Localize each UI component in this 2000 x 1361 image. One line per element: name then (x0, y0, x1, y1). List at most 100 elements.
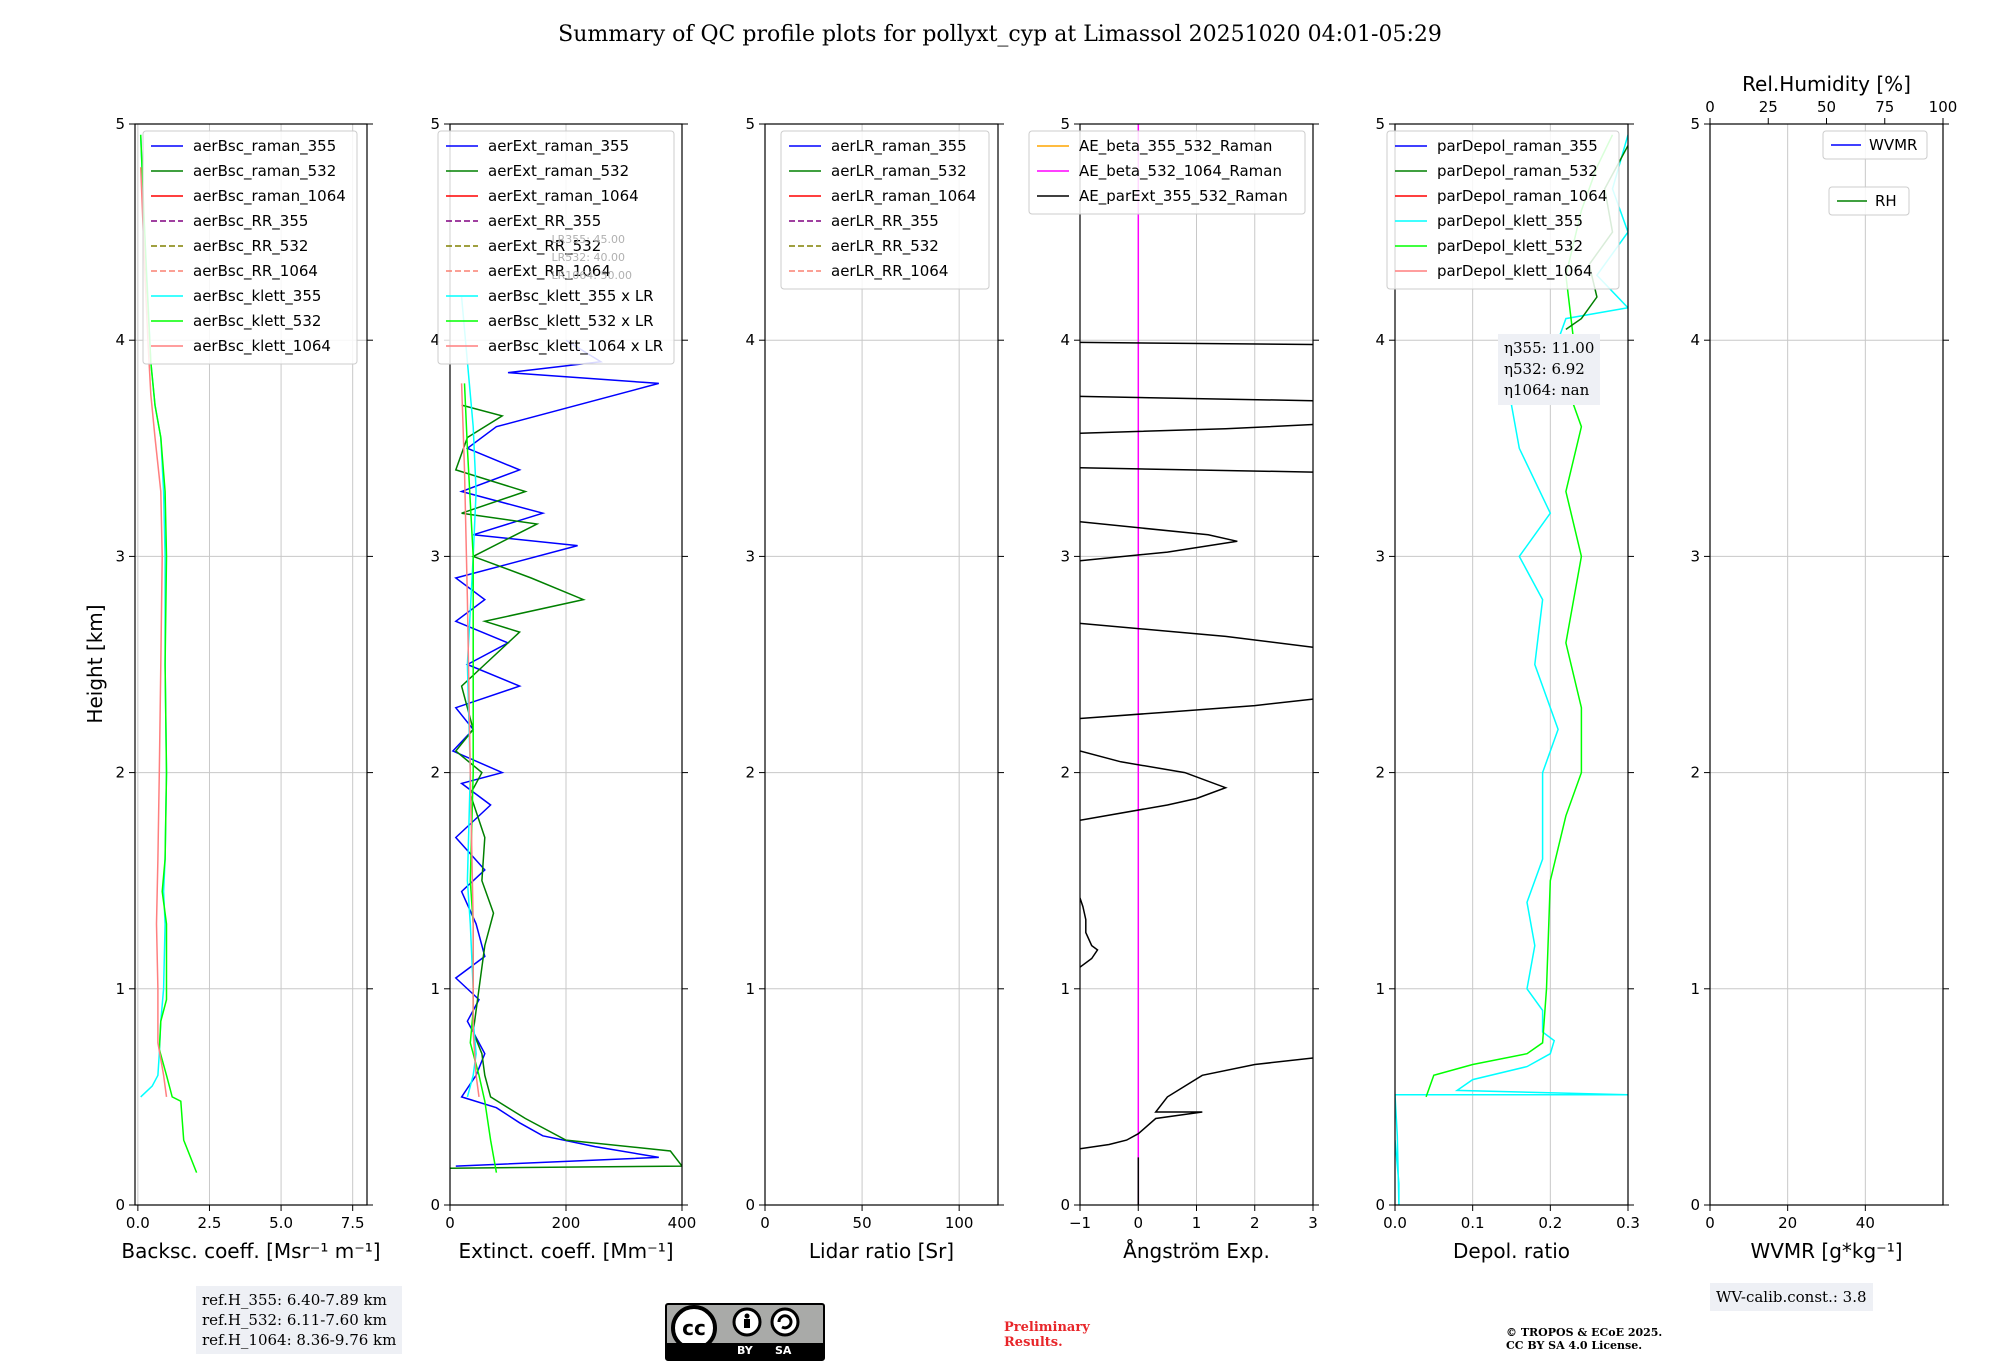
eta-box: η355: 11.00 η532: 6.92 η1064: nan (1498, 334, 1601, 405)
y-tick-label: 0 (1060, 1196, 1070, 1214)
preliminary-note: Preliminary Results. (1004, 1320, 1090, 1350)
axes-frame (134, 123, 368, 1206)
x-tick-label: 0 (1705, 1214, 1715, 1232)
series-aerExt_raman_532 (450, 404, 682, 1169)
eta-1064: η1064: nan (1504, 381, 1590, 399)
y-tick-label: 4 (430, 331, 440, 349)
y-tick-label: 4 (1375, 331, 1385, 349)
series-AE_parExt_355_532_Raman (1080, 1057, 1313, 1150)
y-tick-label: 4 (1060, 331, 1070, 349)
ref-height-532: ref.H_532: 6.11-7.60 km (202, 1311, 387, 1329)
legend-entry: aerLR_raman_355 (831, 137, 967, 156)
top-x-tick-label: 75 (1875, 98, 1894, 116)
legend-box (437, 130, 675, 365)
legend-entry: aerBsc_klett_1064 x LR (488, 337, 663, 356)
x-tick-label: 0 (1133, 1214, 1143, 1232)
y-tick-label: 3 (1060, 547, 1070, 565)
x-tick-label: 0 (445, 1214, 455, 1232)
y-tick-label: 3 (1375, 547, 1385, 565)
series-AE_parExt_355_532_Raman (1080, 622, 1313, 648)
y-tick-label: 1 (115, 980, 125, 998)
x-tick-label: 0 (760, 1214, 770, 1232)
legend-entry: aerExt_raman_532 (488, 162, 629, 181)
ref-height-box: ref.H_355: 6.40-7.89 km ref.H_532: 6.11-… (196, 1286, 403, 1354)
legend-entry: aerBsc_klett_355 (193, 287, 321, 306)
series-aerBsc_klett_1064 x LR (460, 383, 480, 1097)
legend-entry: aerExt_raman_1064 (488, 187, 639, 206)
x-tick-label: 0.2 (1538, 1214, 1562, 1232)
x-tick-label: 1 (1192, 1214, 1202, 1232)
series-aerBsc_klett_355 x LR (460, 296, 477, 1098)
legend-entry: aerBsc_klett_355 x LR (488, 287, 654, 306)
legend-entry: AE_beta_532_1064_Raman (1079, 162, 1282, 181)
legend-entry: aerBsc_RR_355 (193, 212, 308, 231)
x-axis-label: Lidar ratio [Sr] (809, 1239, 954, 1263)
panel-bsc: 0.0 2.5 5.0 7.5 0 1 2 3 4 5 Backsc. coeff. [Msr⁻¹ … (115, 115, 380, 1263)
legend-box (1822, 130, 1928, 160)
series-aerBsc_klett_532 (139, 134, 198, 1173)
panel-lr: 0 50 100 0 1 2 3 4 5 Lidar ratio [Sr] aerLR_raman_… (745, 115, 1004, 1263)
legend-entry: RH (1875, 192, 1897, 210)
y-tick-label: 1 (1690, 980, 1700, 998)
x-axis-label: Depol. ratio (1453, 1239, 1570, 1263)
series-group (1080, 124, 1313, 1205)
copyright-note: © TROPOS & ECoE 2025. CC BY SA 4.0 Licen… (1506, 1326, 1662, 1352)
lr-annotation: LR1064: 50.00 (552, 269, 632, 282)
y-tick-label: 5 (745, 115, 755, 133)
legend-entry: AE_beta_355_532_Raman (1079, 137, 1272, 156)
legend-entry: parDepol_raman_1064 (1437, 187, 1607, 206)
series-AE_parExt_355_532_Raman (1080, 423, 1313, 434)
x-axis-label: Ångström Exp. (1123, 1239, 1270, 1263)
preliminary-line-1: Preliminary (1004, 1320, 1090, 1335)
x-tick-label: 50 (853, 1214, 872, 1232)
legend-entry: AE_parExt_355_532_Raman (1079, 187, 1288, 206)
y-tick-label: 5 (1060, 115, 1070, 133)
y-tick-label: 2 (1375, 764, 1385, 782)
axes-frame (1709, 123, 1944, 1206)
y-tick-label: 1 (1060, 980, 1070, 998)
y-tick-label: 0 (430, 1196, 440, 1214)
legend-entry: aerExt_RR_532 (488, 237, 601, 256)
series-AE_parExt_355_532_Raman (1080, 897, 1099, 968)
y-tick-label: 2 (1060, 764, 1070, 782)
y-tick-label: 4 (115, 331, 125, 349)
legend-entry: aerExt_RR_1064 (488, 262, 611, 281)
cc-license-badge: cc BY SA (665, 1303, 825, 1361)
legend-entry: aerLR_RR_1064 (831, 262, 948, 281)
legend-box (1828, 186, 1910, 216)
x-tick-label: 0.3 (1616, 1214, 1640, 1232)
y-tick-label: 3 (430, 547, 440, 565)
lr-annotation: LR355: 45.00 (552, 233, 625, 246)
x-tick-label: 40 (1856, 1214, 1875, 1232)
y-tick-label: 4 (745, 331, 755, 349)
x-tick-label: 200 (552, 1214, 581, 1232)
top-x-axis-label: Rel.Humidity [%] (1742, 72, 1911, 96)
legend-entry: aerLR_raman_1064 (831, 187, 976, 206)
legend-entry: aerLR_raman_532 (831, 162, 967, 181)
x-axis-label: Backsc. coeff. [Msr⁻¹ m⁻¹] (121, 1239, 380, 1263)
x-tick-label: 0.0 (1383, 1214, 1407, 1232)
series-group (1395, 134, 1628, 1205)
eta-355: η355: 11.00 (1504, 339, 1595, 357)
preliminary-line-2: Results. (1004, 1335, 1063, 1350)
axes-frame (764, 123, 999, 1206)
legend-entry: WVMR (1869, 136, 1917, 154)
legend-entry: parDepol_raman_532 (1437, 162, 1598, 181)
y-tick-label: 5 (430, 115, 440, 133)
y-tick-label: 1 (1375, 980, 1385, 998)
series-aerExt_raman_355 (451, 339, 659, 1167)
y-tick-label: 4 (1690, 331, 1700, 349)
x-tick-label: 5.0 (269, 1214, 293, 1232)
panel-ext: 0 200 400 0 1 2 3 4 5 Extinct. coeff. [Mm⁻¹] aerEx… (430, 115, 696, 1263)
y-tick-label: 5 (1375, 115, 1385, 133)
legend-entry: aerBsc_klett_532 (193, 312, 321, 331)
y-tick-label: 1 (745, 980, 755, 998)
series-group (450, 296, 682, 1173)
x-axis-label: WVMR [g*kg⁻¹] (1750, 1239, 1902, 1263)
y-tick-label: 2 (745, 764, 755, 782)
y-tick-label: 5 (1690, 115, 1700, 133)
y-tick-label: 2 (115, 764, 125, 782)
axes-frame (1394, 123, 1629, 1206)
legend-box (1028, 130, 1306, 215)
